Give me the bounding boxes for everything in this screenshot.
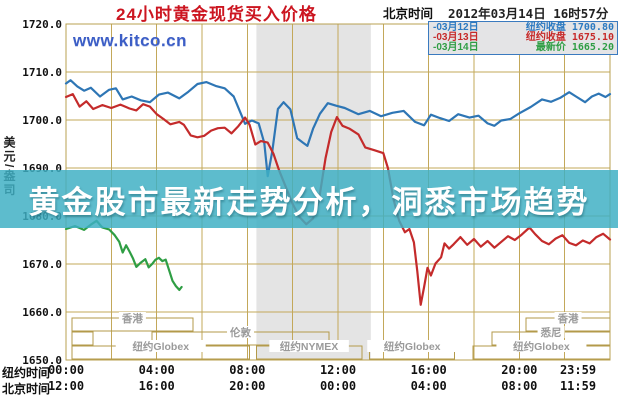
svg-text:12:00: 12:00	[320, 363, 356, 377]
svg-text:11:59: 11:59	[560, 379, 596, 393]
svg-text:23:59: 23:59	[560, 363, 596, 377]
session-label: 纽约Globex	[513, 340, 570, 353]
svg-text:08:00: 08:00	[501, 379, 537, 393]
legend-label: 最新价	[535, 42, 566, 53]
svg-text:04:00: 04:00	[139, 363, 175, 377]
promo-banner-text: 黄金股市最新走势分析，洞悉市场趋势	[28, 184, 590, 220]
session-label-bg	[269, 340, 349, 352]
session-label: 纽约Globex	[384, 340, 441, 353]
session-label: 伦敦	[229, 326, 251, 339]
svg-text:16:00: 16:00	[411, 363, 447, 377]
session-label: 香港	[121, 312, 143, 325]
legend-date: 03月13日	[436, 32, 479, 43]
legend-row-mar12: -03月12日 纽约收盘 1700.80	[433, 23, 614, 33]
x-ticks-newyork-time: 00:00 04:00 08:00 12:00 16:00 20:00 23:59	[48, 363, 596, 377]
svg-text:04:00: 04:00	[411, 379, 447, 393]
svg-text:20:00: 20:00	[501, 363, 537, 377]
session-label-bg	[537, 326, 565, 338]
session-bar	[71, 331, 94, 346]
page-title: 24小时黄金现货买入价格	[116, 5, 317, 24]
x-ticks-beijing-time: 12:00 16:00 20:00 00:00 04:00 08:00 11:59	[48, 379, 596, 393]
legend-label: 纽约收盘	[525, 22, 566, 33]
promo-overlay-banner[interactable]: 黄金股市最新走势分析，洞悉市场趋势	[0, 170, 618, 228]
legend-row-mar13: -03月13日 纽约收盘 1675.10	[433, 33, 614, 43]
price-line-03月12日	[64, 79, 612, 178]
svg-text:1720.0: 1720.0	[22, 18, 62, 31]
session-label: 纽约NYMEX	[280, 340, 338, 353]
legend-label: 纽约收盘	[525, 32, 566, 43]
session-label-bg	[554, 312, 582, 324]
session-label-bg	[496, 340, 587, 352]
datetime-value: 2012年03月14日 16时57分	[448, 6, 609, 21]
price-line-03月14日	[64, 219, 183, 291]
svg-text:1670.0: 1670.0	[22, 258, 62, 271]
chart-legend: -03月12日 纽约收盘 1700.80 -03月13日 纽约收盘 1675.1…	[428, 21, 618, 55]
svg-text:1650.0: 1650.0	[22, 354, 62, 367]
x-axis-row-newyork-label: 纽约时间	[2, 366, 51, 380]
session-label: 纽约Globex	[132, 340, 189, 353]
svg-text:08:00: 08:00	[229, 363, 265, 377]
session-label-bg	[118, 312, 146, 324]
legend-date: 03月12日	[436, 22, 479, 33]
session-label: 香港	[557, 312, 579, 325]
svg-text:00:00: 00:00	[320, 379, 356, 393]
x-axis-row-beijing-label: 北京时间	[2, 382, 51, 396]
svg-text:00:00: 00:00	[48, 363, 84, 377]
legend-date: 03月14日	[436, 42, 479, 53]
timezone-label: 北京时间	[383, 7, 434, 21]
svg-text:16:00: 16:00	[139, 379, 175, 393]
legend-row-mar14: -03月14日 最新价 1665.20	[433, 43, 614, 53]
session-label-bg	[367, 340, 458, 352]
price-line-03月13日	[64, 92, 612, 306]
svg-text:1660.0: 1660.0	[22, 306, 62, 319]
legend-value: 1665.20	[571, 42, 614, 53]
session-label-bg	[115, 340, 206, 352]
legend-dash: -	[433, 32, 437, 43]
legend-value: 1700.80	[571, 22, 614, 33]
svg-text:1710.0: 1710.0	[22, 66, 62, 79]
svg-text:20:00: 20:00	[229, 379, 265, 393]
svg-text:12:00: 12:00	[48, 379, 84, 393]
legend-value: 1675.10	[571, 32, 614, 43]
legend-dash: -	[433, 42, 437, 53]
session-label: 悉尼	[540, 326, 562, 339]
session-label-bg	[227, 326, 255, 338]
svg-text:1700.0: 1700.0	[22, 114, 62, 127]
legend-dash: -	[433, 22, 437, 33]
kitco-watermark: www.kitco.cn	[73, 31, 188, 50]
